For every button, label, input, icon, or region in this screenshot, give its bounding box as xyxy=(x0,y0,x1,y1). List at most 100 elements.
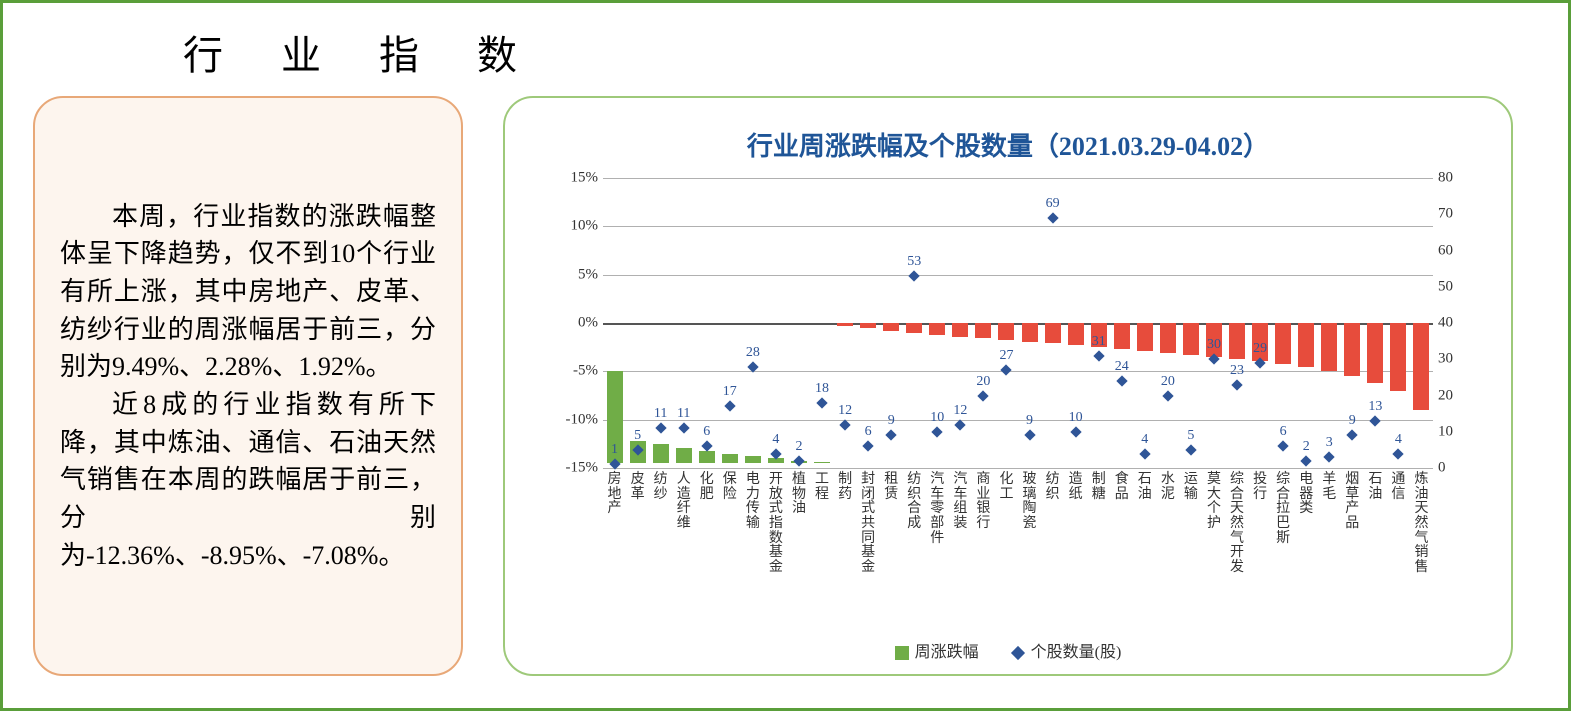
count-marker xyxy=(655,422,666,433)
count-label: 10 xyxy=(930,410,944,426)
y-left-tick: -15% xyxy=(548,460,598,477)
bar xyxy=(975,323,991,338)
legend: 周涨跌幅 个股数量(股) xyxy=(505,638,1511,662)
x-label: 人造纤维 xyxy=(675,473,693,532)
x-label: 羊毛 xyxy=(1320,473,1338,502)
page-title: 行 业 指 数 xyxy=(183,23,1538,81)
bar xyxy=(1275,323,1291,364)
y-right-tick: 60 xyxy=(1438,242,1478,259)
count-label: 69 xyxy=(1046,196,1060,212)
bar xyxy=(1229,323,1245,359)
x-label: 租赁 xyxy=(882,473,900,502)
x-label: 投行 xyxy=(1251,473,1269,502)
bar xyxy=(929,323,945,335)
count-label: 29 xyxy=(1253,341,1267,357)
count-label: 20 xyxy=(976,374,990,390)
paragraph-1: 本周，行业指数的涨跌幅整体呈下降趋势，仅不到10个行业有所上涨，其中房地产、皮革… xyxy=(60,198,436,386)
y-right-tick: 80 xyxy=(1438,170,1478,187)
bar xyxy=(653,444,669,463)
count-marker xyxy=(816,397,827,408)
count-marker xyxy=(1347,430,1358,441)
x-label: 制药 xyxy=(836,473,854,502)
count-label: 9 xyxy=(1026,413,1033,429)
count-label: 28 xyxy=(746,345,760,361)
bar xyxy=(1114,323,1130,349)
x-label: 烟草产品 xyxy=(1343,473,1361,532)
count-label: 3 xyxy=(1326,435,1333,451)
x-label: 莫大个护 xyxy=(1205,473,1223,532)
x-label: 电器类 xyxy=(1297,473,1315,517)
x-label: 纺织 xyxy=(1044,473,1062,502)
count-label: 11 xyxy=(677,406,690,422)
gridline xyxy=(603,371,1433,372)
x-label: 商业银行 xyxy=(974,473,992,532)
x-label: 制糖 xyxy=(1090,473,1108,502)
content-row: 本周，行业指数的涨跌幅整体呈下降趋势，仅不到10个行业有所上涨，其中房地产、皮革… xyxy=(33,96,1538,676)
bar xyxy=(1367,323,1383,383)
count-marker xyxy=(862,441,873,452)
count-label: 20 xyxy=(1161,374,1175,390)
x-label: 开放式指数基金 xyxy=(767,473,785,576)
x-label: 运输 xyxy=(1182,473,1200,502)
count-label: 18 xyxy=(815,381,829,397)
x-label: 石油 xyxy=(1366,473,1384,502)
count-label: 17 xyxy=(723,384,737,400)
x-label: 工程 xyxy=(813,473,831,502)
y-left-tick: -10% xyxy=(548,411,598,428)
y-right-tick: 50 xyxy=(1438,278,1478,295)
count-label: 5 xyxy=(634,428,641,444)
bar xyxy=(906,323,922,333)
count-marker xyxy=(724,401,735,412)
x-label: 造纸 xyxy=(1067,473,1085,502)
paragraph-2: 近8成的行业指数有所下降，其中炼油、通信、石油天然气销售在本周的跌幅居于前三，分… xyxy=(60,386,436,574)
x-label: 保险 xyxy=(721,473,739,502)
count-marker xyxy=(1024,430,1035,441)
count-label: 6 xyxy=(1280,424,1287,440)
count-marker xyxy=(909,270,920,281)
count-label: 2 xyxy=(1303,439,1310,455)
count-label: 24 xyxy=(1115,359,1129,375)
x-label: 植物油 xyxy=(790,473,808,517)
bar xyxy=(676,448,692,463)
count-marker xyxy=(678,422,689,433)
x-label: 化肥 xyxy=(698,473,716,502)
y-right-tick: 0 xyxy=(1438,460,1478,477)
y-right-tick: 70 xyxy=(1438,206,1478,223)
count-label: 2 xyxy=(795,439,802,455)
x-label: 玻璃陶瓷 xyxy=(1021,473,1039,532)
count-marker xyxy=(1116,375,1127,386)
count-marker xyxy=(1277,441,1288,452)
bar xyxy=(1137,323,1153,351)
bar xyxy=(1390,323,1406,391)
bar xyxy=(745,456,761,463)
legend-bar-icon xyxy=(895,646,909,660)
bar xyxy=(998,323,1014,340)
count-marker xyxy=(701,441,712,452)
count-label: 1 xyxy=(611,442,618,458)
y-right-tick: 20 xyxy=(1438,387,1478,404)
count-marker xyxy=(1231,379,1242,390)
count-label: 4 xyxy=(1141,432,1148,448)
count-marker xyxy=(1301,455,1312,466)
count-marker xyxy=(1162,390,1173,401)
count-label: 4 xyxy=(1395,432,1402,448)
bar xyxy=(814,462,830,463)
count-label: 6 xyxy=(865,424,872,440)
count-marker xyxy=(1185,444,1196,455)
bar xyxy=(1160,323,1176,353)
count-label: 12 xyxy=(838,403,852,419)
bar xyxy=(883,323,899,331)
count-marker xyxy=(1139,448,1150,459)
x-label: 纺织合成 xyxy=(905,473,923,532)
count-marker xyxy=(793,455,804,466)
count-label: 30 xyxy=(1207,337,1221,353)
bar xyxy=(1298,323,1314,367)
bar xyxy=(1183,323,1199,355)
bar xyxy=(1344,323,1360,376)
count-label: 6 xyxy=(703,424,710,440)
y-left-tick: 0% xyxy=(548,315,598,332)
y-left-tick: 10% xyxy=(548,218,598,235)
bar xyxy=(837,323,853,326)
count-label: 10 xyxy=(1069,410,1083,426)
legend-marker-label: 个股数量(股) xyxy=(1031,644,1122,661)
